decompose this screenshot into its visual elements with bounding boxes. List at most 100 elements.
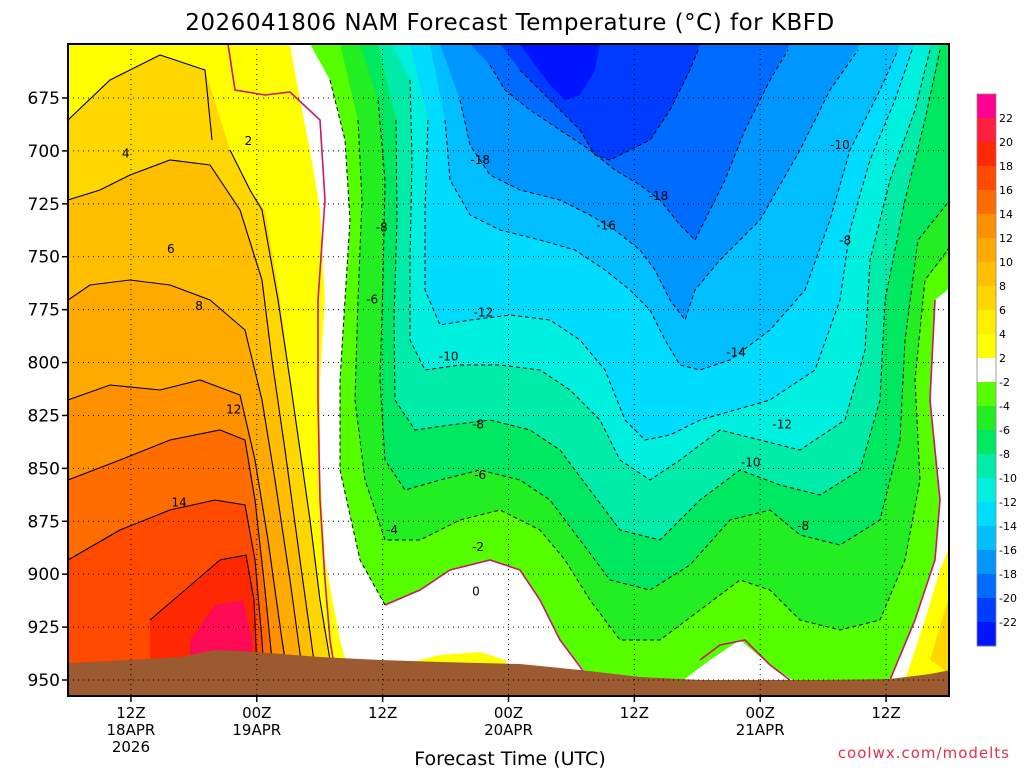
colorbar-swatch bbox=[977, 406, 996, 431]
colorbar-tick-label: -6 bbox=[999, 424, 1010, 437]
x-tick-label: 2026 bbox=[112, 738, 150, 756]
contour-label: 8 bbox=[195, 299, 203, 313]
x-tick-label: 12Z bbox=[368, 704, 397, 722]
contour-line-0-bottom bbox=[384, 559, 591, 681]
contour-line-10 bbox=[68, 379, 291, 691]
colorbar-swatch bbox=[977, 286, 996, 311]
y-tick-label: 675 bbox=[28, 89, 60, 109]
x-axis-label: Forecast Time (UTC) bbox=[414, 748, 605, 768]
y-tick-label: 725 bbox=[28, 195, 60, 215]
dashed-contours bbox=[329, 49, 949, 641]
colorbar-swatch bbox=[977, 478, 996, 503]
x-tick-label: 12Z bbox=[871, 704, 900, 722]
colorbar-swatch bbox=[977, 310, 996, 335]
contour-line-14 bbox=[68, 499, 266, 691]
contour-label: 6 bbox=[167, 242, 175, 256]
contour-line-0-left bbox=[227, 44, 339, 691]
contour-label: 0 bbox=[472, 585, 480, 599]
contour-label: -8 bbox=[376, 221, 388, 235]
fill-cold-neg22 bbox=[520, 44, 600, 100]
colorbar-tick-label: 18 bbox=[999, 160, 1013, 173]
y-tick-label: 925 bbox=[28, 618, 60, 638]
contour-line-0-right bbox=[889, 299, 941, 681]
colorbar-swatch bbox=[977, 214, 996, 239]
colorbar-swatch bbox=[977, 550, 996, 575]
colorbar-swatch bbox=[977, 262, 996, 287]
x-tick-label: 00Z bbox=[242, 704, 271, 722]
colorbar-swatch bbox=[977, 238, 996, 263]
x-tick-label: 12Z bbox=[116, 704, 145, 722]
fill-right-warm-4 bbox=[930, 599, 949, 673]
colorbar-tick-label: -12 bbox=[999, 496, 1017, 509]
colorbar-tick-label: -18 bbox=[999, 568, 1017, 581]
colorbar-tick-label: 12 bbox=[999, 232, 1013, 245]
y-tick-label: 875 bbox=[28, 512, 60, 532]
colorbar-tick-label: 2 bbox=[999, 352, 1006, 365]
x-tick-label: 20APR bbox=[484, 721, 533, 739]
colorbar-tick-label: 6 bbox=[999, 304, 1006, 317]
contour-line-neg12 bbox=[424, 49, 913, 441]
contour-line-neg6 bbox=[377, 99, 949, 591]
contour-line-0-dip bbox=[699, 639, 791, 681]
contour-label: 12 bbox=[226, 403, 241, 417]
contour-line-16 bbox=[149, 554, 259, 691]
colorbar-tick-label: -2 bbox=[999, 376, 1010, 389]
y-tick-label: 950 bbox=[28, 671, 60, 691]
solid-contours bbox=[68, 54, 336, 691]
colorbar-swatch bbox=[977, 118, 996, 143]
colorbar-swatch bbox=[977, 190, 996, 215]
contour-line-neg8 bbox=[393, 49, 941, 541]
terrain-below-ground bbox=[68, 650, 949, 696]
contour-label: 2 bbox=[245, 134, 253, 148]
gridlines bbox=[68, 44, 949, 696]
contour-line-neg2 bbox=[329, 79, 386, 606]
colorbar-tick-label: 4 bbox=[999, 328, 1006, 341]
x-tick-label: 21APR bbox=[736, 721, 785, 739]
contour-label: -14 bbox=[726, 345, 746, 359]
contour-line-neg18 bbox=[489, 49, 789, 241]
contour-label: -10 bbox=[741, 456, 761, 470]
colorbar-tick-label: -14 bbox=[999, 520, 1017, 533]
y-tick-label: 700 bbox=[28, 142, 60, 162]
colorbar-swatch bbox=[977, 502, 996, 527]
colorbar-tick-label: 16 bbox=[999, 184, 1013, 197]
y-axis: 675 700 725 750 775 800 825 850 875 900 925 950 bbox=[28, 89, 68, 691]
colorbar-tick-label: 14 bbox=[999, 208, 1013, 221]
colorbar-tick-label: -22 bbox=[999, 616, 1017, 629]
contour-label: 4 bbox=[122, 147, 130, 161]
contour-label: -8 bbox=[839, 233, 851, 247]
colorbar-swatch bbox=[977, 622, 996, 647]
contour-label: -18 bbox=[470, 153, 490, 167]
contour-label: -8 bbox=[797, 519, 809, 533]
contour-line-neg14 bbox=[444, 49, 899, 371]
contour-line-neg4 bbox=[354, 119, 949, 641]
colorbar-tick-label: -4 bbox=[999, 400, 1010, 413]
colorbar-swatch bbox=[977, 574, 996, 599]
chart-title: 2026041806 NAM Forecast Temperature (°C)… bbox=[185, 10, 834, 36]
colorbar-swatch bbox=[977, 358, 996, 383]
colorbar-swatch bbox=[977, 526, 996, 551]
plot-area bbox=[68, 44, 949, 696]
colorbar-tick-label: 10 bbox=[999, 256, 1013, 269]
colorbar-swatch bbox=[977, 430, 996, 455]
contour-line-neg16 bbox=[459, 49, 859, 322]
y-tick-label: 850 bbox=[28, 459, 60, 479]
contour-line-4 bbox=[68, 54, 213, 141]
contour-label: -6 bbox=[474, 468, 486, 482]
contour-label: -6 bbox=[366, 293, 378, 307]
contour-label: -4 bbox=[386, 523, 398, 537]
y-tick-label: 775 bbox=[28, 301, 60, 321]
zero-contours bbox=[227, 44, 941, 691]
y-tick-label: 825 bbox=[28, 406, 60, 426]
contour-line-neg10 bbox=[409, 49, 931, 481]
colorbar: 22 20 18 16 14 12 10 8 6 4 2 -2 -4 -6 -8 -10 -12 -14 -16 -1… bbox=[976, 93, 1017, 647]
contour-line-8 bbox=[68, 279, 306, 691]
colorbar-tick-label: -10 bbox=[999, 472, 1017, 485]
contour-label: -16 bbox=[596, 218, 616, 232]
x-tick-label: 18APR bbox=[107, 721, 156, 739]
credit-text: coolwx.com/modelts bbox=[838, 744, 1010, 762]
contour-line-2 bbox=[229, 149, 336, 691]
colorbar-tick-label: -20 bbox=[999, 592, 1017, 605]
